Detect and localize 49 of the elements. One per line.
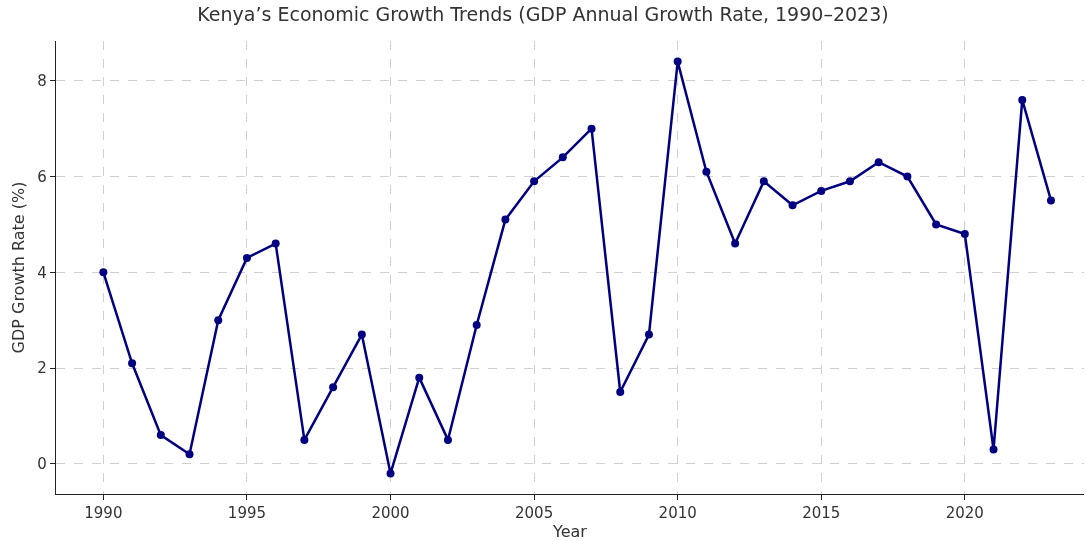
x-tick-label: 2010 — [658, 504, 697, 523]
y-tick-label: 8 — [37, 72, 47, 90]
x-tick-label: 2015 — [802, 504, 841, 523]
x-tick-label: 2000 — [371, 504, 410, 523]
point — [788, 201, 797, 210]
point — [156, 431, 165, 440]
point — [242, 253, 251, 262]
y-tick-label: 6 — [37, 167, 47, 186]
point — [1018, 95, 1027, 104]
y-tick-label: 0 — [37, 455, 47, 474]
point — [329, 383, 338, 392]
point — [214, 316, 223, 325]
point — [731, 239, 740, 248]
point — [702, 167, 711, 176]
point — [874, 158, 883, 167]
point — [587, 124, 596, 133]
point — [616, 388, 625, 396]
point — [501, 215, 510, 224]
y-axis-title: GDP Growth Rate (%) — [9, 181, 29, 354]
point — [673, 57, 682, 66]
point — [960, 229, 969, 238]
x-axis-title: Year — [552, 522, 588, 541]
point — [903, 172, 912, 181]
point — [185, 450, 194, 459]
point — [817, 186, 826, 195]
point — [932, 220, 941, 229]
point — [99, 268, 108, 277]
point — [386, 469, 395, 478]
point — [989, 445, 998, 454]
point — [530, 177, 539, 186]
point — [644, 330, 653, 339]
y-tick-label: 4 — [37, 263, 47, 282]
point — [558, 153, 567, 162]
point — [415, 373, 424, 382]
point — [357, 330, 366, 339]
point — [271, 239, 280, 248]
point — [845, 177, 854, 186]
x-tick-label: 2020 — [945, 504, 984, 523]
x-tick-label: 2005 — [515, 504, 554, 523]
y-tick-label: 2 — [37, 359, 47, 378]
point — [472, 320, 481, 329]
point — [1046, 196, 1055, 205]
point — [759, 177, 768, 186]
x-tick-label: 1995 — [227, 504, 267, 523]
chart-title: Kenya’s Economic Growth Trends (GDP Annual Growth Rate, 1990–2023) — [197, 3, 889, 26]
x-tick-label: 1990 — [84, 504, 123, 523]
point — [300, 435, 309, 444]
point — [128, 359, 137, 368]
point — [443, 435, 452, 444]
